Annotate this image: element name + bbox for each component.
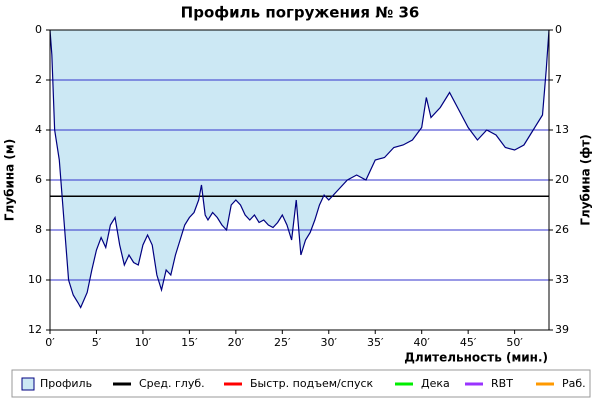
y-tick-label: 10 (28, 273, 42, 286)
x-axis-label: Длительность (мин.) (404, 351, 548, 365)
profile-line (49, 29, 550, 309)
x-tick-label: 40′ (413, 336, 430, 349)
legend-frame (11, 369, 591, 398)
y2-tick-label: 0 (555, 23, 562, 36)
x-tick-label: 10′ (135, 336, 152, 349)
y2-tick-label: 33 (555, 273, 569, 286)
y2-tick-label: 13 (555, 123, 569, 136)
y-tick-label: 4 (35, 123, 42, 136)
x-tick-label: 20′ (228, 336, 245, 349)
x-tick-label: 50′ (506, 336, 523, 349)
y-tick-label: 12 (28, 323, 42, 336)
y-tick-label: 6 (35, 173, 42, 186)
x-tick-label: 30′ (321, 336, 338, 349)
legend-label: Быстр. подъем/спуск (250, 377, 374, 390)
legend-label: Профиль (40, 377, 92, 390)
y2-tick-label: 20 (555, 173, 569, 186)
x-tick-label: 0′ (45, 336, 55, 349)
legend-label: Сред. глуб. (139, 377, 205, 390)
legend-label: RBT (491, 377, 513, 390)
y-axis-label: Глубина (м) (3, 139, 17, 221)
y2-tick-label: 39 (555, 323, 569, 336)
y-tick-label: 0 (35, 23, 42, 36)
y2-tick-label: 7 (555, 73, 562, 86)
x-tick-label: 5′ (92, 336, 102, 349)
y2-axis-label: Глубина (фт) (579, 134, 593, 225)
x-tick-label: 15′ (181, 336, 198, 349)
y-tick-label: 2 (35, 73, 42, 86)
x-tick-label: 45′ (460, 336, 477, 349)
y-tick-label: 8 (35, 223, 42, 236)
chart-title: Профиль погружения № 36 (181, 4, 420, 22)
legend-label: Раб. (562, 377, 586, 390)
y2-tick-label: 26 (555, 223, 569, 236)
profile-area (50, 30, 549, 308)
legend-swatch (21, 377, 35, 391)
x-tick-label: 35′ (367, 336, 384, 349)
x-tick-label: 25′ (274, 336, 291, 349)
legend-label: Дека (421, 377, 450, 390)
